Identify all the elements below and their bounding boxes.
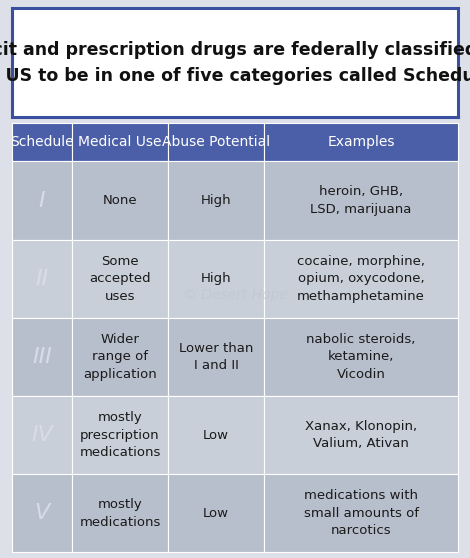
- Text: Lower than
I and II: Lower than I and II: [179, 341, 253, 372]
- Bar: [264, 396, 458, 474]
- Bar: [72, 396, 168, 474]
- Text: nabolic steroids,
ketamine,
Vicodin: nabolic steroids, ketamine, Vicodin: [306, 333, 416, 381]
- Bar: [72, 239, 168, 318]
- Text: Examples: Examples: [328, 135, 395, 149]
- Bar: [168, 123, 264, 161]
- Text: medications with
small amounts of
narcotics: medications with small amounts of narcot…: [304, 489, 419, 537]
- Text: mostly
prescription
medications: mostly prescription medications: [79, 411, 161, 459]
- Bar: [12, 396, 72, 474]
- Bar: [12, 474, 72, 552]
- Bar: [168, 318, 264, 396]
- Text: Some
accepted
uses: Some accepted uses: [89, 254, 151, 303]
- Bar: [72, 318, 168, 396]
- Text: © Desert Hope: © Desert Hope: [182, 287, 288, 302]
- Bar: [264, 474, 458, 552]
- Text: High: High: [201, 272, 231, 285]
- Text: mostly
medications: mostly medications: [79, 498, 161, 528]
- Text: I: I: [39, 190, 45, 210]
- Text: Low: Low: [203, 507, 229, 520]
- Bar: [264, 239, 458, 318]
- Bar: [264, 161, 458, 239]
- Text: Illicit and prescription drugs are federally classified in
the US to be in one o: Illicit and prescription drugs are feder…: [0, 41, 470, 85]
- Text: II: II: [35, 269, 48, 288]
- Bar: [12, 161, 72, 239]
- Bar: [264, 123, 458, 161]
- Text: Medical Use: Medical Use: [78, 135, 162, 149]
- Text: cocaine, morphine,
opium, oxycodone,
methamphetamine: cocaine, morphine, opium, oxycodone, met…: [297, 254, 425, 303]
- Bar: [72, 123, 168, 161]
- Text: III: III: [32, 347, 52, 367]
- Text: Xanax, Klonopin,
Valium, Ativan: Xanax, Klonopin, Valium, Ativan: [305, 420, 417, 450]
- Bar: [168, 396, 264, 474]
- Text: High: High: [201, 194, 231, 207]
- Text: Wider
range of
application: Wider range of application: [83, 333, 157, 381]
- Bar: [168, 161, 264, 239]
- Text: Low: Low: [203, 429, 229, 441]
- Bar: [72, 161, 168, 239]
- Text: Abuse Potential: Abuse Potential: [162, 135, 270, 149]
- Text: Schedule: Schedule: [10, 135, 74, 149]
- Text: None: None: [103, 194, 137, 207]
- Bar: [168, 239, 264, 318]
- Bar: [12, 318, 72, 396]
- Bar: [72, 474, 168, 552]
- Bar: [168, 474, 264, 552]
- Text: heroin, GHB,
LSD, marijuana: heroin, GHB, LSD, marijuana: [311, 185, 412, 216]
- Text: IV: IV: [31, 425, 53, 445]
- Bar: [264, 318, 458, 396]
- Bar: [12, 123, 72, 161]
- Bar: [12, 239, 72, 318]
- Text: V: V: [34, 503, 49, 523]
